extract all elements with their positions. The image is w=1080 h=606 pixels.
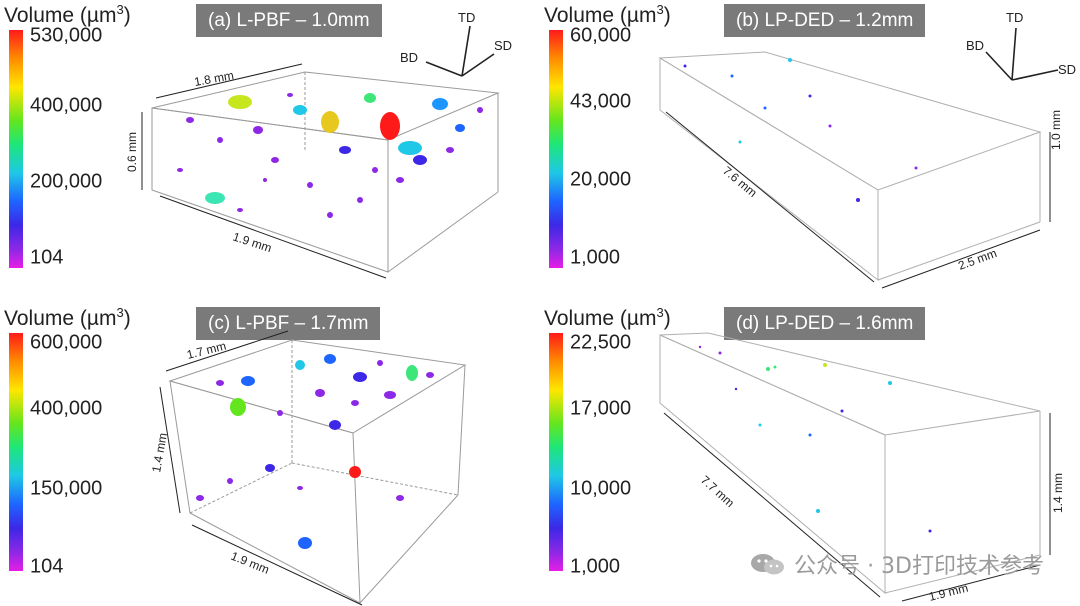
tick-mid: 10,000: [570, 477, 632, 500]
panel-title: (d) LP-DED – 1.6mm: [724, 307, 926, 340]
panel-a: Volume (µm3) 530,000 400,000 200,000 104…: [0, 0, 540, 303]
tick-max: 530,000: [30, 24, 103, 47]
tick-min: 104: [30, 246, 64, 269]
panel-title: (c) L-PBF – 1.7mm: [196, 307, 381, 340]
tick-high: 400,000: [30, 397, 103, 420]
volume-label: Volume (µm3): [544, 2, 671, 27]
tick-max: 60,000: [570, 24, 632, 47]
axis-bd-label: BD: [966, 38, 984, 53]
colorbar: [9, 333, 23, 571]
pore-clusters: [683, 58, 918, 202]
volume-label: Volume (µm3): [4, 305, 131, 330]
colorbar: [9, 30, 23, 268]
tick-min: 1,000: [570, 246, 621, 269]
tick-min: 1,000: [570, 555, 621, 578]
tick-min: 104: [30, 555, 64, 578]
pore-volume-render: 7.6 mm 1.0 mm 2.5 mm TD BD SD: [658, 10, 1076, 289]
axis-sd-label: SD: [494, 38, 512, 53]
dim-length: 7.7 mm: [698, 473, 737, 510]
pore-volume-render: 7.7 mm 1.4 mm 1.9 mm: [659, 332, 1065, 604]
pore-clusters: [196, 354, 434, 549]
pore-volume-render: 1.7 mm 1.4 mm 1.9 mm: [149, 330, 467, 606]
colorbar: [549, 333, 563, 571]
tick-high: 400,000: [30, 94, 103, 117]
tick-mid: 200,000: [30, 170, 103, 193]
axis-bd-label: BD: [400, 50, 418, 65]
dim-length: 7.6 mm: [720, 164, 760, 200]
panel-c: Volume (µm3) 600,000 400,000 150,000 104…: [0, 303, 540, 606]
watermark: 公众号 · 3D打印技术参考: [750, 548, 1044, 580]
panel-b: Volume (µm3) 60,000 43,000 20,000 1,000 …: [540, 0, 1080, 303]
axis-sd-label: SD: [1058, 62, 1076, 77]
dim-height: 1.4 mm: [1051, 473, 1065, 513]
wechat-icon: [751, 554, 785, 575]
panel-title: (a) L-PBF – 1.0mm: [196, 4, 382, 37]
dim-width: 1.9 mm: [927, 581, 969, 604]
tick-max: 22,500: [570, 331, 632, 354]
volume-label: Volume (µm3): [544, 305, 671, 330]
dim-depth: 1.8 mm: [193, 68, 235, 89]
axes-gizmo-icon: [425, 25, 495, 77]
pore-volume-render: 1.8 mm 0.6 mm 1.9 mm: [125, 10, 512, 279]
dim-depth: 1.7 mm: [185, 339, 227, 362]
dim-height: 0.6 mm: [125, 132, 139, 172]
dim-height: 1.4 mm: [149, 432, 170, 474]
tick-max: 600,000: [30, 331, 103, 354]
pore-clusters: [177, 93, 483, 218]
panel-title: (b) LP-DED – 1.2mm: [724, 4, 926, 37]
pore-clusters: [698, 345, 932, 533]
tick-mid: 20,000: [570, 168, 632, 191]
panel-d: Volume (µm3) 22,500 17,000 10,000 1,000 …: [540, 303, 1080, 606]
tick-high: 17,000: [570, 397, 632, 420]
axis-td-label: TD: [1006, 10, 1023, 25]
volume-label: Volume (µm3): [4, 2, 131, 27]
watermark-text: 公众号 · 3D打印技术参考: [794, 554, 1044, 579]
tick-mid: 150,000: [30, 477, 103, 500]
dim-height: 1.0 mm: [1049, 110, 1063, 150]
axis-td-label: TD: [458, 10, 475, 25]
dim-width: 1.9 mm: [231, 230, 273, 256]
axes-gizmo-icon: [985, 27, 1059, 81]
tick-high: 43,000: [570, 90, 632, 113]
colorbar: [549, 30, 563, 268]
